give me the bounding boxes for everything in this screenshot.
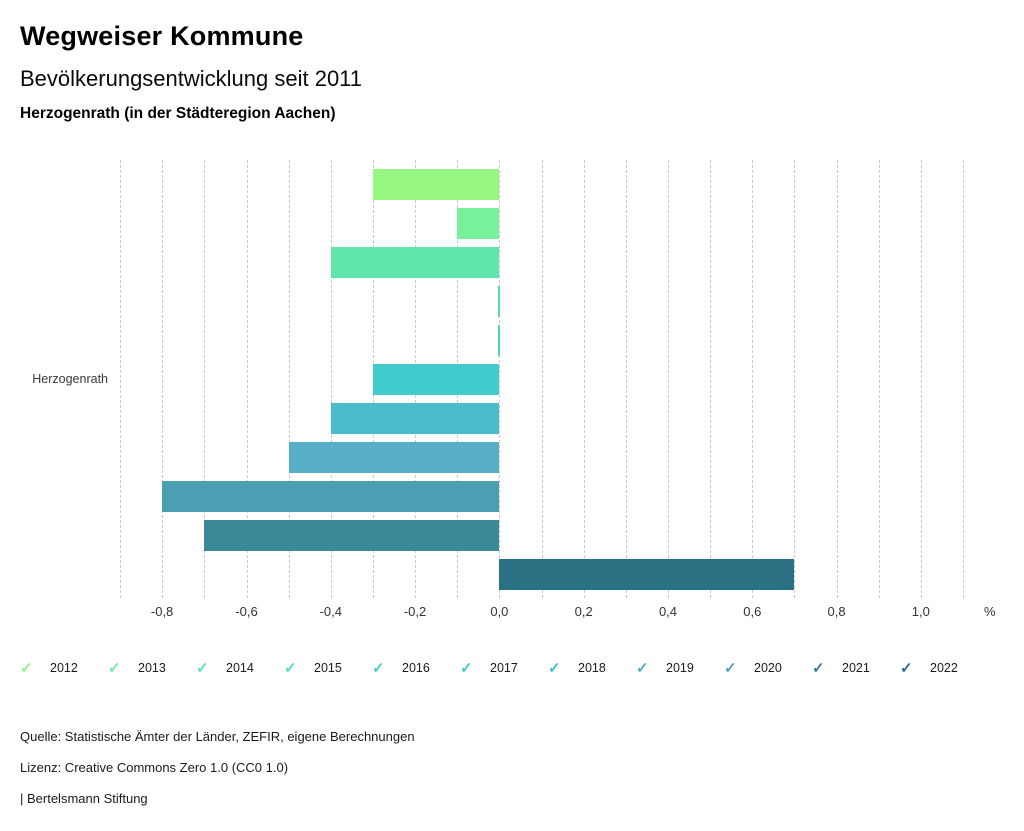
region-subtitle: Herzogenrath (in der Städteregion Aachen…	[20, 105, 336, 122]
gridline	[836, 160, 838, 598]
legend-year-label: 2021	[842, 661, 870, 675]
bar-2022[interactable]	[499, 559, 795, 590]
x-tick-label: 0,6	[743, 604, 762, 619]
chart-title: Bevölkerungsentwicklung seit 2011	[20, 66, 363, 91]
app-title: Wegweiser Kommune	[20, 21, 304, 51]
gridline	[541, 160, 543, 598]
checkmark-icon: ✓	[108, 659, 121, 677]
legend-item-2019[interactable]: ✓ 2019	[636, 652, 724, 684]
legend-year-label: 2014	[226, 661, 254, 675]
legend-item-2012[interactable]: ✓ 2012	[20, 652, 108, 684]
x-tick-label: 0,4	[658, 604, 678, 619]
y-category-label: Herzogenrath	[32, 372, 108, 386]
bar-2020[interactable]	[162, 481, 500, 512]
x-tick-label: -0,2	[403, 604, 427, 619]
legend-item-2014[interactable]: ✓ 2014	[196, 652, 284, 684]
source-text: Quelle: Statistische Ämter der Länder, Z…	[20, 729, 415, 744]
x-tick-label: -0,6	[235, 604, 258, 619]
gridline	[330, 160, 332, 598]
legend-year-label: 2017	[490, 661, 518, 675]
x-tick-label: 0,0	[490, 604, 509, 619]
legend-item-2021[interactable]: ✓ 2021	[812, 652, 900, 684]
bar-2016[interactable]	[498, 325, 501, 356]
bar-2019[interactable]	[288, 442, 500, 473]
legend-item-2017[interactable]: ✓ 2017	[460, 652, 548, 684]
checkmark-icon: ✓	[548, 659, 561, 677]
legend-item-2016[interactable]: ✓ 2016	[372, 652, 460, 684]
bar-2021[interactable]	[204, 520, 500, 551]
legend-year-label: 2013	[138, 661, 166, 675]
bar-2013[interactable]	[457, 208, 500, 239]
gridline	[162, 160, 164, 598]
bar-2018[interactable]	[330, 403, 500, 434]
bar-2012[interactable]	[372, 169, 500, 200]
x-tick-label: -0,4	[319, 604, 342, 619]
legend-year-label: 2016	[402, 661, 430, 675]
checkmark-icon: ✓	[724, 659, 737, 677]
gridline	[710, 160, 712, 598]
gridline	[752, 160, 754, 598]
checkmark-icon: ✓	[460, 659, 473, 677]
gridline	[963, 160, 964, 598]
gridline	[668, 160, 669, 598]
checkmark-icon: ✓	[812, 659, 825, 677]
x-tick-label: 1,0	[911, 604, 930, 619]
bar-chart: Herzogenrath % -0,8 -0,6 -0,4 -0,2 0,0 0,2 0,4…	[0, 160, 1024, 625]
checkmark-icon: ✓	[284, 659, 297, 677]
legend-item-2013[interactable]: ✓ 2013	[108, 652, 196, 684]
x-tick-label: 0,8	[827, 604, 846, 619]
checkmark-icon: ✓	[20, 659, 33, 677]
legend-year-label: 2019	[666, 661, 694, 675]
legend-year-label: 2022	[930, 661, 958, 675]
bar-2014[interactable]	[330, 247, 500, 278]
legend-item-2022[interactable]: ✓ 2022	[900, 652, 988, 684]
gridline	[204, 160, 206, 598]
license-text: Lizenz: Creative Commons Zero 1.0 (CC0 1…	[20, 760, 289, 775]
checkmark-icon: ✓	[900, 659, 913, 677]
gridline	[625, 160, 627, 598]
chart-legend: ✓ 2012 ✓ 2013 ✓ 2014 ✓ 2015 ✓ 2016 ✓ 2017 ✓ 2018 ✓ 2019…	[20, 652, 1000, 684]
attribution-text: | Bertelsmann Stiftung	[20, 791, 148, 806]
bar-2015[interactable]	[498, 286, 501, 317]
gridline	[920, 160, 922, 598]
gridline	[246, 160, 248, 598]
checkmark-icon: ✓	[196, 659, 209, 677]
gridline	[288, 160, 290, 598]
legend-year-label: 2012	[50, 661, 78, 675]
legend-year-label: 2015	[314, 661, 342, 675]
legend-year-label: 2020	[754, 661, 782, 675]
gridline	[878, 160, 880, 598]
gridline	[583, 160, 585, 598]
checkmark-icon: ✓	[372, 659, 385, 677]
gridline	[794, 160, 796, 598]
bar-2017[interactable]	[372, 364, 500, 395]
legend-year-label: 2018	[578, 661, 606, 675]
legend-item-2018[interactable]: ✓ 2018	[548, 652, 636, 684]
gridline	[499, 160, 501, 598]
x-axis-unit-label: %	[984, 604, 996, 619]
checkmark-icon: ✓	[636, 659, 649, 677]
gridline	[120, 160, 121, 598]
x-tick-label: 0,2	[574, 604, 593, 619]
legend-item-2020[interactable]: ✓ 2020	[724, 652, 812, 684]
x-tick-label: -0,8	[150, 604, 174, 619]
legend-item-2015[interactable]: ✓ 2015	[284, 652, 372, 684]
